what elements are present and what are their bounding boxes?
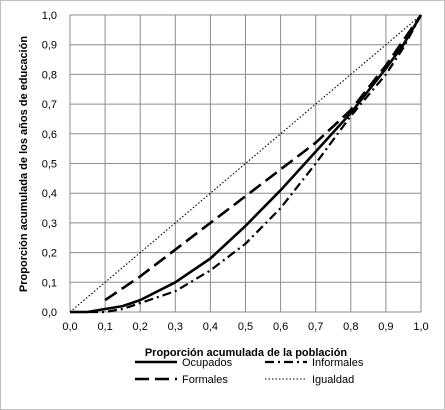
x-tick-label: 0,8 [343, 321, 358, 333]
y-tick-label: 0,4 [42, 188, 57, 200]
y-tick-label: 1,0 [42, 10, 57, 22]
legend-label: Igualdad [312, 374, 354, 386]
y-tick-label: 0,3 [42, 218, 57, 230]
x-tick-label: 0,1 [97, 321, 112, 333]
x-tick-label: 0,0 [62, 321, 77, 333]
legend-label: Formales [182, 374, 228, 386]
legend: Ocupados Informales Formales Igualdad [135, 357, 364, 386]
y-axis-title: Proporción acumulada de los años de educ… [18, 36, 30, 292]
x-tick-label: 0,4 [203, 321, 218, 333]
x-tick-label: 0,2 [133, 321, 148, 333]
x-tick-label: 1,0 [413, 321, 428, 333]
legend-label: Ocupados [182, 357, 233, 369]
x-tick-label: 0,7 [308, 321, 323, 333]
x-tick-label: 0,5 [238, 321, 253, 333]
y-tick-label: 0,8 [42, 69, 57, 81]
series-line-informales [70, 14, 422, 314]
series-line-ocupados [70, 14, 423, 314]
y-tick-label: 0,1 [42, 277, 57, 289]
grid [69, 14, 422, 313]
x-tick-label: 0,9 [378, 321, 393, 333]
y-tick-label: 0,9 [42, 40, 57, 52]
y-tick-label: 0,7 [42, 99, 57, 111]
y-tick-label: 0,5 [42, 159, 57, 171]
tick-labels: 0,0 0,1 0,2 0,3 0,4 0,5 0,6 0,7 0,8 0,9 1,0 0,0 0,1 0… [42, 10, 429, 333]
series-lines [69, 14, 423, 314]
legend-label: Informales [312, 357, 364, 369]
y-tick-label: 0,6 [42, 129, 57, 141]
y-tick-label: 0,0 [42, 307, 57, 319]
x-axis-title: Proporción acumulada de la población [145, 347, 348, 359]
x-tick-label: 0,3 [168, 321, 183, 333]
y-tick-label: 0,2 [42, 248, 57, 260]
x-tick-label: 0,6 [273, 321, 288, 333]
series-line-formales [104, 14, 423, 302]
